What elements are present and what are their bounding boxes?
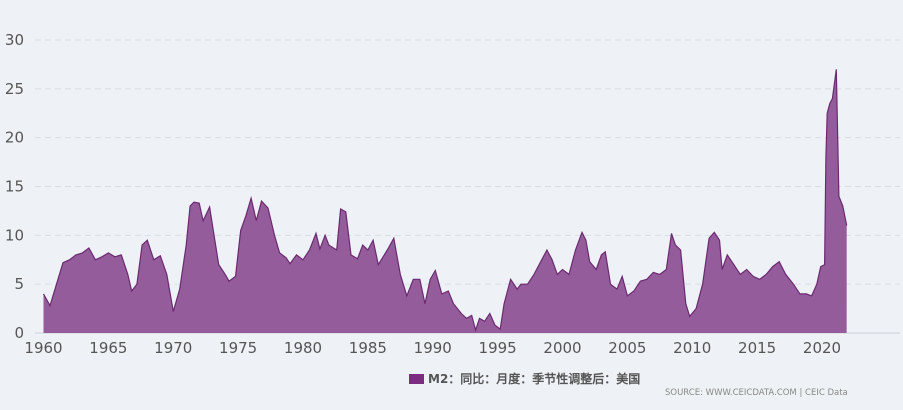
- source-credit: SOURCE: WWW.CEICDATA.COM | CEIC Data: [665, 388, 848, 398]
- x-tick-label: 2010: [673, 339, 711, 357]
- y-tick-label: 15: [5, 178, 24, 196]
- y-tick-label: 25: [5, 80, 24, 98]
- x-tick-label: 1960: [24, 339, 62, 357]
- x-tick-label: 1975: [219, 339, 257, 357]
- x-tick-label: 2015: [738, 339, 776, 357]
- y-tick-label: 30: [5, 31, 24, 49]
- legend-swatch: [409, 373, 424, 384]
- y-tick-label: 20: [5, 129, 24, 147]
- series-area: [43, 69, 847, 334]
- x-tick-label: 1980: [284, 339, 322, 357]
- x-tick-label: 1965: [89, 339, 127, 357]
- y-tick-label: 10: [5, 226, 24, 244]
- x-tick-label: 2000: [543, 339, 581, 357]
- x-tick-label: 1995: [479, 339, 517, 357]
- x-tick-label: 2020: [803, 339, 841, 357]
- legend-item[interactable]: M2：同比：月度：季节性调整后：美国: [409, 370, 640, 387]
- series-line: [42, 69, 848, 333]
- x-tick-label: 1970: [154, 339, 192, 357]
- legend-label: M2：同比：月度：季节性调整后：美国: [428, 372, 641, 386]
- y-tick-label: 5: [14, 275, 24, 293]
- x-tick-label: 1990: [414, 339, 452, 357]
- y-tick-label: 0: [14, 324, 24, 342]
- x-tick-label: 2005: [608, 339, 646, 357]
- x-tick-label: 1985: [349, 339, 387, 357]
